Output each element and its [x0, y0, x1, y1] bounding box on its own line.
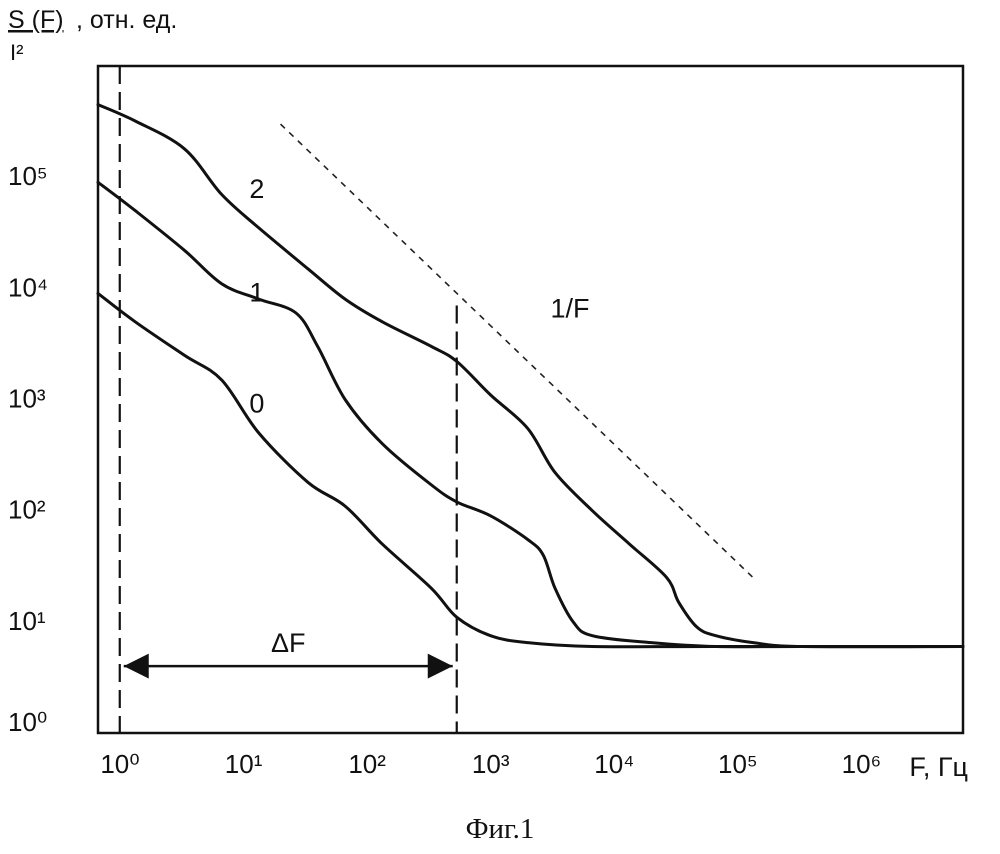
x-tick-label: 10⁰ [100, 749, 139, 779]
y-tick-label: 10⁴ [8, 272, 48, 302]
series-label-2: 2 [249, 174, 264, 204]
y-tick-label: 10¹ [8, 606, 46, 636]
x-tick-label: 10⁶ [842, 749, 882, 779]
x-tick-label: 10¹ [225, 749, 263, 779]
x-tick-labels: 10⁰ 10¹ 10² 10³ 10⁴ 10⁵ 10⁶ [100, 749, 881, 779]
ylabel-denominator: I² [10, 40, 23, 65]
series-group: 0 1 2 [96, 103, 965, 649]
x-tick-label: 10³ [472, 749, 510, 779]
reference-line-1-over-f [279, 123, 754, 579]
series-line-0 [96, 291, 965, 649]
y-tick-label: 10² [8, 495, 46, 525]
x-tick-label: 10⁴ [594, 749, 634, 779]
frequency-band-markers [118, 66, 458, 733]
y-tick-label: 10⁵ [8, 161, 48, 191]
plot-frame [96, 64, 965, 735]
x-tick-label: 10⁵ [718, 749, 758, 779]
series-label-0: 0 [249, 389, 264, 419]
series-line-2 [96, 103, 965, 649]
figure-caption: Фиг.1 [466, 813, 535, 845]
series-label-1: 1 [249, 278, 264, 308]
reference-line-label: 1/F [550, 294, 589, 324]
series-line-1 [96, 180, 965, 649]
ylabel-suffix: , отн. ед. [76, 6, 177, 34]
ylabel-numerator: S (F) [8, 6, 64, 34]
x-tick-label: 10² [348, 749, 386, 779]
delta-f-label: ΔF [271, 628, 306, 658]
y-tick-label: 10³ [8, 384, 46, 414]
y-tick-labels: 10⁰ 10¹ 10² 10³ 10⁴ 10⁵ [8, 161, 48, 737]
y-tick-label: 10⁰ [8, 707, 47, 737]
xlabel: F, Гц [909, 752, 968, 782]
